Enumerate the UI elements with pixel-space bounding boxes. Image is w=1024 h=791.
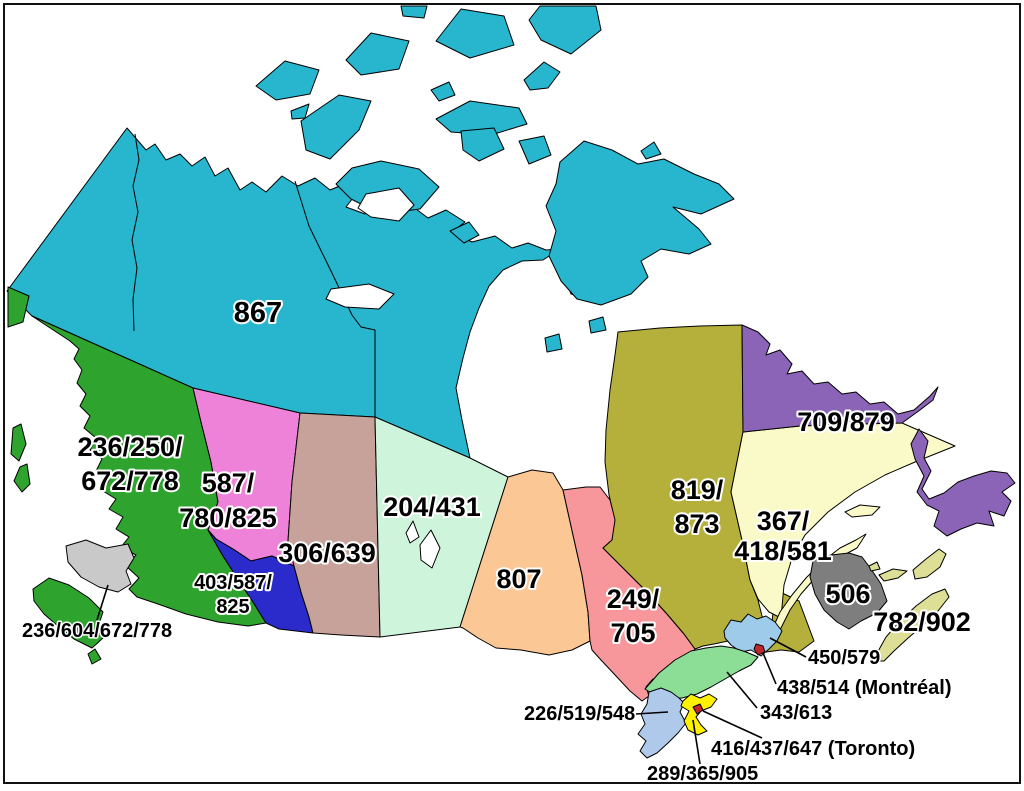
label-bc-line1: 236/250/ (77, 432, 183, 462)
vancouver-island (32, 577, 104, 649)
label-manitoba: 204/431 (383, 492, 481, 522)
region-golden-horseshoe (680, 693, 718, 736)
label-newfoundland: 709/879 (797, 407, 895, 437)
leader-golden-horseshoe (692, 719, 701, 765)
leader-montreal (762, 652, 777, 685)
label-alberta-south-line2: 825 (216, 596, 249, 618)
arctic-island-4 (400, 5, 428, 19)
label-alberta-south-line1: 403/587/ (194, 572, 272, 594)
yukon-nwt-border (131, 133, 140, 332)
callout-ontario-sw: 226/519/548 (524, 703, 635, 725)
label-alberta-line2: 780/825 (179, 503, 277, 533)
label-ontario-nw: 807 (496, 564, 541, 594)
gulf-island (87, 648, 102, 665)
nova-scotia-mainland (875, 588, 950, 662)
nwt-nunavut-border (294, 180, 376, 417)
region-vancouver-area (65, 539, 135, 593)
leader-ontario-sw (635, 711, 669, 715)
label-ontario-ne-line2: 705 (610, 618, 655, 648)
prince-edward-island (878, 568, 908, 582)
arctic-island-7 (430, 81, 456, 102)
bc-northwest-wedge (7, 286, 30, 328)
region-newfoundland (741, 324, 1016, 537)
label-quebec-east-line1: 367/ (757, 506, 810, 536)
banks-island (300, 94, 372, 160)
callout-toronto: 416/437/647 (Toronto) (711, 738, 915, 760)
leader-vancouver-area (96, 584, 109, 621)
label-quebec-west-line2: 873 (674, 509, 719, 539)
mansel-island (588, 316, 607, 334)
king-william-island (449, 221, 480, 244)
territories-mainland (6, 127, 561, 459)
label-territories: 867 (234, 297, 282, 329)
labrador (741, 324, 939, 433)
newfoundland-island (910, 428, 1016, 537)
arctic-island-1 (255, 60, 320, 101)
arctic-island-5 (523, 61, 561, 91)
callout-monteregie: 450/579 (808, 647, 880, 669)
lake-manitoba (405, 520, 420, 544)
baffin-island (545, 140, 735, 306)
label-bc-line2: 672/778 (81, 466, 179, 496)
region-bc (7, 286, 267, 665)
lake-winnipeg (419, 529, 441, 569)
great-bear-lake (357, 187, 415, 222)
quebec-east-north-shore (730, 422, 956, 619)
great-slave-lake (325, 283, 395, 310)
toronto-dot (692, 703, 704, 715)
label-new-brunswick: 506 (825, 579, 870, 609)
label-nova-scotia-pei: 782/902 (873, 607, 971, 637)
bylot-island (640, 141, 662, 160)
prince-of-wales-island (460, 127, 505, 162)
region-new-brunswick (809, 552, 888, 630)
callout-vancouver-area: 236/604/672/778 (22, 620, 172, 642)
label-saskatchewan: 306/639 (278, 538, 376, 568)
region-territories (6, 5, 735, 536)
ellesmere-island (528, 5, 602, 55)
label-quebec-east-line2: 418/581 (734, 536, 832, 566)
leader-toronto (702, 710, 763, 739)
arctic-island-6 (290, 103, 310, 120)
arctic-island-3 (435, 8, 515, 59)
callout-golden-horseshoe: 289/365/905 (647, 763, 758, 785)
callout-ontario-east: 343/613 (760, 702, 832, 724)
leader-ontario-east (726, 671, 758, 709)
haida-gwaii-south (13, 463, 31, 493)
montreal-dot (753, 643, 766, 656)
magdalen-islands (868, 561, 881, 572)
region-ontario-sw (637, 687, 687, 759)
label-ontario-ne-line1: 249/ (607, 584, 660, 614)
devon-island (435, 100, 528, 136)
region-nova-scotia-pei (868, 548, 950, 662)
cape-breton-island (912, 548, 947, 580)
region-ontario-nw (459, 469, 591, 656)
quebec-east-south-shore-gaspe (771, 533, 867, 639)
region-quebec-east (730, 422, 956, 639)
arctic-island-2 (345, 32, 410, 76)
image-border-frame (3, 3, 1021, 784)
coats-island (544, 333, 563, 353)
region-manitoba (374, 416, 509, 638)
haida-gwaii-north (10, 423, 27, 462)
leader-monteregie (769, 637, 807, 658)
label-alberta-line1: 587/ (202, 468, 255, 498)
somerset-island (518, 135, 552, 165)
callout-montreal: 438/514 (Montréal) (777, 677, 952, 699)
anticosti-island (844, 504, 881, 518)
label-quebec-west-line1: 819/ (671, 475, 724, 505)
